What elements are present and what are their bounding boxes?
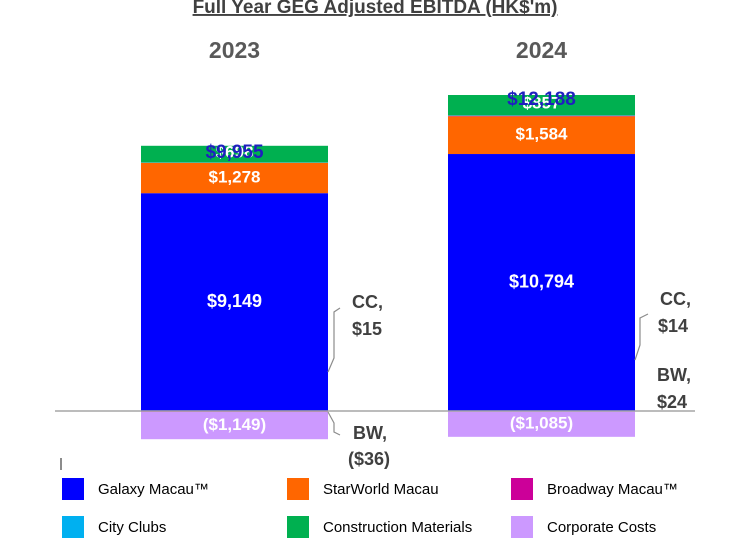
callout-label: CC, <box>352 292 383 312</box>
chart-title: Full Year GEG Adjusted EBITDA (HK$'m) <box>193 0 558 18</box>
legend-label: Galaxy Macau™ <box>98 481 209 498</box>
callout-label: $14 <box>658 316 688 336</box>
legend-swatch <box>62 478 84 500</box>
total-label-2023: $9,955 <box>205 142 264 163</box>
legend-item-galaxy-macau: Galaxy Macau™ <box>62 478 209 500</box>
total-label-2024: $12,188 <box>507 89 576 110</box>
data-label: $1,278 <box>209 167 261 186</box>
legend: Galaxy Macau™ StarWorld Macau Broadway M… <box>0 470 750 536</box>
legend-label: City Clubs <box>98 519 166 536</box>
callout-leader-line <box>635 314 648 360</box>
data-label: ($1,149) <box>203 415 266 434</box>
chart-svg: Full Year GEG Adjusted EBITDA (HK$'m) 202… <box>0 0 750 470</box>
callout-label: $24 <box>657 392 687 412</box>
callout-leader-line <box>328 412 340 435</box>
callout-label: $15 <box>352 319 382 339</box>
legend-item-construction-materials: Construction Materials <box>287 516 472 538</box>
callout-label: ($36) <box>348 449 390 469</box>
category-label-2024: 2024 <box>516 37 567 63</box>
legend-label: StarWorld Macau <box>323 481 439 498</box>
callout-leader-line <box>328 308 340 372</box>
bar-segment-broadway-macau--2024 <box>448 116 635 117</box>
legend-item-corporate-costs: Corporate Costs <box>511 516 656 538</box>
legend-label: Broadway Macau™ <box>547 481 678 498</box>
legend-swatch <box>287 516 309 538</box>
legend-item-broadway-macau: Broadway Macau™ <box>511 478 678 500</box>
callout-label: BW, <box>353 423 387 443</box>
category-label-2023: 2023 <box>209 37 260 63</box>
data-label: $1,584 <box>516 125 569 144</box>
data-label: $10,794 <box>509 271 574 291</box>
callout-label: BW, <box>657 365 691 385</box>
legend-swatch <box>62 516 84 538</box>
legend-swatch <box>511 478 533 500</box>
data-label: ($1,085) <box>510 413 573 432</box>
legend-item-starworld-macau: StarWorld Macau <box>287 478 439 500</box>
data-label: $9,149 <box>207 291 262 311</box>
legend-label: Construction Materials <box>323 519 472 536</box>
legend-swatch <box>287 478 309 500</box>
legend-swatch <box>511 516 533 538</box>
legend-item-city-clubs: City Clubs <box>62 516 166 538</box>
callout-label: CC, <box>660 289 691 309</box>
legend-label: Corporate Costs <box>547 519 656 536</box>
